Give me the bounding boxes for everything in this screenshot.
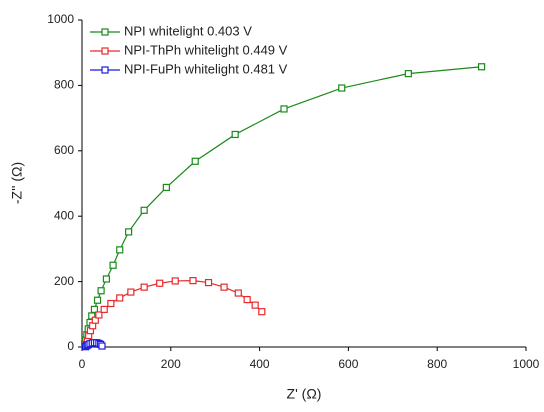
point [404, 70, 412, 78]
point [258, 308, 266, 316]
y-tick-label: 0 [67, 339, 74, 353]
x-tick-label: 1000 [513, 357, 540, 371]
point [234, 289, 242, 297]
point [191, 157, 199, 165]
point [97, 287, 105, 295]
point [189, 277, 197, 285]
point [102, 275, 111, 283]
point [116, 246, 124, 254]
point [116, 294, 124, 302]
point [98, 342, 106, 350]
y-axis-label: -Z'' (Ω) [9, 162, 25, 204]
point [204, 278, 213, 287]
legend-marker [101, 47, 109, 55]
point [100, 305, 108, 313]
point [478, 63, 486, 71]
y-tick-label: 800 [54, 78, 74, 92]
x-tick-label: 600 [338, 357, 358, 371]
legend-marker [101, 66, 109, 74]
point [251, 301, 259, 309]
point [171, 277, 179, 285]
point [280, 105, 288, 113]
point [109, 261, 117, 269]
point [125, 228, 133, 236]
y-tick-label: 200 [54, 274, 74, 288]
legend-label: NPI whitelight 0.403 V [124, 23, 252, 38]
y-tick-label: 1000 [47, 12, 74, 26]
point [127, 288, 135, 296]
point [156, 279, 164, 287]
x-tick-label: 200 [161, 357, 181, 371]
point [95, 311, 103, 319]
point [243, 295, 251, 304]
x-tick-label: 0 [79, 357, 86, 371]
point [93, 296, 102, 304]
x-axis-label: Z' (Ω) [287, 386, 322, 402]
legend-label: NPI-ThPh whitelight 0.449 V [124, 42, 288, 57]
x-tick-label: 800 [427, 357, 447, 371]
legend-marker [101, 28, 109, 36]
point [220, 283, 228, 291]
y-tick-label: 600 [54, 143, 74, 157]
point [90, 305, 99, 313]
point [162, 183, 170, 192]
point [140, 283, 148, 291]
legend-label: NPI-FuPh whitelight 0.481 V [124, 61, 288, 76]
y-tick-label: 400 [54, 208, 74, 222]
point [338, 84, 346, 92]
x-tick-label: 400 [250, 357, 270, 371]
point [107, 299, 115, 308]
point [231, 130, 239, 139]
point [140, 206, 148, 214]
